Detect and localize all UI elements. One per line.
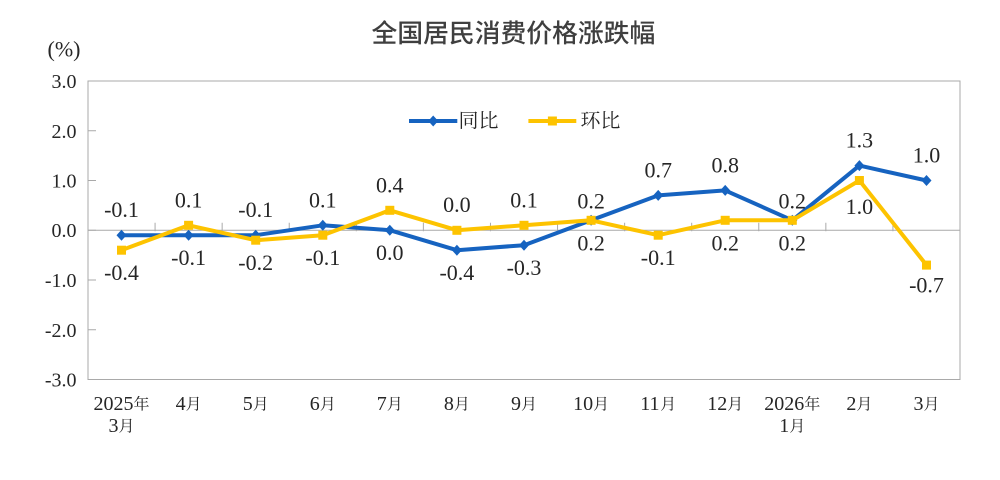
svg-text:3.0: 3.0: [52, 71, 77, 93]
svg-text:3: 3: [109, 415, 119, 437]
svg-text:0.8: 0.8: [711, 152, 739, 177]
svg-text:2: 2: [846, 393, 856, 415]
svg-text:1.0: 1.0: [846, 194, 874, 219]
svg-text:-0.1: -0.1: [305, 245, 340, 270]
svg-text:0.1: 0.1: [510, 187, 538, 212]
svg-text:0.2: 0.2: [577, 230, 605, 255]
svg-text:-0.1: -0.1: [171, 245, 206, 270]
svg-text:3: 3: [914, 393, 924, 415]
svg-text:0.7: 0.7: [644, 157, 672, 182]
svg-text:-2.0: -2.0: [45, 320, 77, 342]
svg-text:0.2: 0.2: [779, 230, 807, 255]
svg-text:0.2: 0.2: [711, 230, 739, 255]
svg-text:0.0: 0.0: [376, 240, 404, 265]
svg-text:7: 7: [377, 393, 387, 415]
svg-text:1: 1: [779, 415, 789, 437]
svg-text:0.2: 0.2: [779, 188, 807, 213]
svg-text:-1.0: -1.0: [45, 270, 77, 292]
svg-text:2026: 2026: [764, 393, 804, 415]
svg-text:-0.3: -0.3: [507, 255, 542, 280]
svg-text:-0.4: -0.4: [439, 260, 474, 285]
svg-text:-0.7: -0.7: [909, 273, 944, 298]
svg-text:-0.4: -0.4: [104, 260, 139, 285]
svg-text:0.2: 0.2: [577, 188, 605, 213]
svg-text:-0.2: -0.2: [238, 250, 273, 275]
svg-text:9: 9: [511, 393, 521, 415]
svg-text:2025: 2025: [94, 393, 134, 415]
svg-text:0.1: 0.1: [309, 187, 337, 212]
svg-text:0.4: 0.4: [376, 172, 404, 197]
svg-text:12: 12: [707, 393, 727, 415]
svg-text:10: 10: [573, 393, 593, 415]
svg-text:1.0: 1.0: [52, 171, 77, 193]
svg-text:-0.1: -0.1: [104, 197, 139, 222]
svg-text:4: 4: [176, 393, 186, 415]
svg-text:(%): (%): [48, 37, 81, 62]
svg-text:1.3: 1.3: [846, 128, 874, 153]
svg-text:5: 5: [243, 393, 253, 415]
svg-text:0.1: 0.1: [175, 187, 203, 212]
svg-text:-0.1: -0.1: [641, 245, 676, 270]
svg-text:8: 8: [444, 393, 454, 415]
svg-text:0.0: 0.0: [52, 220, 77, 242]
svg-text:6: 6: [310, 393, 320, 415]
svg-text:-3.0: -3.0: [45, 370, 77, 392]
svg-text:2.0: 2.0: [52, 121, 77, 143]
svg-text:-0.1: -0.1: [238, 197, 273, 222]
svg-text:11: 11: [640, 393, 659, 415]
svg-text:0.0: 0.0: [443, 192, 471, 217]
svg-text:1.0: 1.0: [913, 143, 941, 168]
